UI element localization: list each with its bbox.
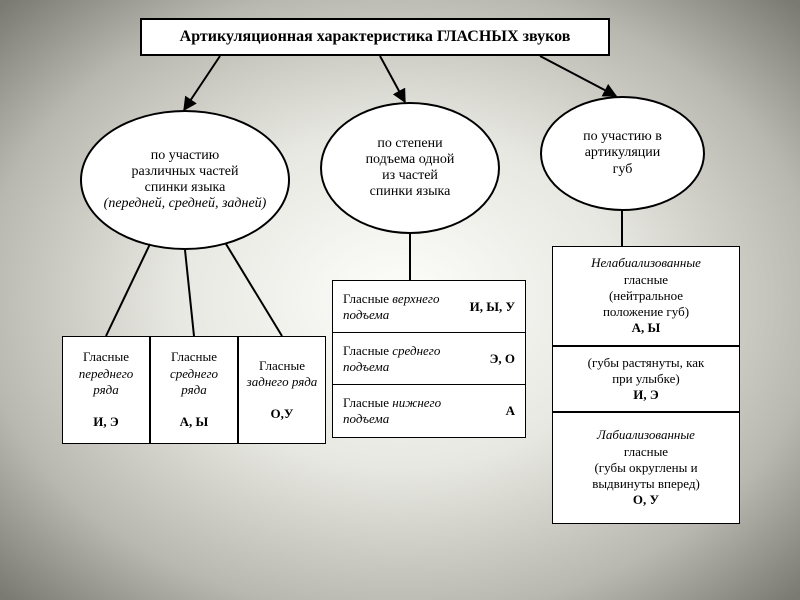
- c1c-v: О,У: [271, 406, 294, 422]
- e1-l3: спинки языка: [145, 180, 226, 195]
- ellipse-tongue-height: по степени подъема одной из частей спинк…: [320, 102, 500, 234]
- title-plain1: Артикуляционная характеристика: [180, 28, 437, 45]
- mid-row-box: Гласные среднего ряда А, Ы: [150, 336, 238, 444]
- c1b-t: Гласные: [171, 349, 217, 365]
- c1a-i: переднего ряда: [69, 366, 143, 399]
- table-row: Гласные нижнего подъема А: [333, 385, 525, 436]
- c1c-i: заднего ряда: [247, 374, 318, 390]
- title-box: Артикуляционная характеристика ГЛАСНЫХ з…: [140, 18, 610, 56]
- c1a-t: Гласные: [83, 349, 129, 365]
- c1c-t: Гласные: [259, 358, 305, 374]
- ellipse-tongue-part: по участию различных частей спинки языка…: [80, 110, 290, 250]
- e3-l3: губ: [613, 162, 633, 177]
- title-plain2: звуков: [519, 28, 571, 45]
- e2-l3: из частей: [382, 168, 438, 183]
- title-bold: ГЛАСНЫХ: [437, 28, 519, 45]
- table-row: Гласные верхнего подъема И, Ы, У: [333, 281, 525, 333]
- labialized-box: Лабиализованные гласные (губы округлены …: [552, 412, 740, 524]
- back-row-box: Гласные заднего ряда О,У: [238, 336, 326, 444]
- e1-l1: по участию: [151, 148, 220, 163]
- e1-sub: (передней, средней, задней): [104, 196, 267, 211]
- e1-l2: различных частей: [132, 164, 239, 179]
- ellipse-lips: по участию в артикуляции губ: [540, 96, 705, 211]
- non-labialized-box: Нелабиализованные гласные (нейтральное п…: [552, 246, 740, 346]
- e3-l1: по участию в: [583, 129, 662, 144]
- c1b-v: А, Ы: [180, 414, 209, 430]
- front-row-box: Гласные переднего ряда И, Э: [62, 336, 150, 444]
- spread-lips-box: (губы растянуты, как при улыбке) И, Э: [552, 346, 740, 412]
- c3a-i: Нелабиализованные: [591, 255, 701, 270]
- height-table: Гласные верхнего подъема И, Ы, У Гласные…: [332, 280, 526, 438]
- e2-l2: подъема одной: [366, 152, 455, 167]
- table-row: Гласные среднего подъема Э, О: [333, 333, 525, 385]
- e2-l1: по степени: [377, 136, 442, 151]
- e2-l4: спинки языка: [370, 184, 451, 199]
- e3-l2: артикуляции: [585, 145, 661, 160]
- c1b-i: среднего ряда: [157, 366, 231, 399]
- c1a-v: И, Э: [93, 414, 118, 430]
